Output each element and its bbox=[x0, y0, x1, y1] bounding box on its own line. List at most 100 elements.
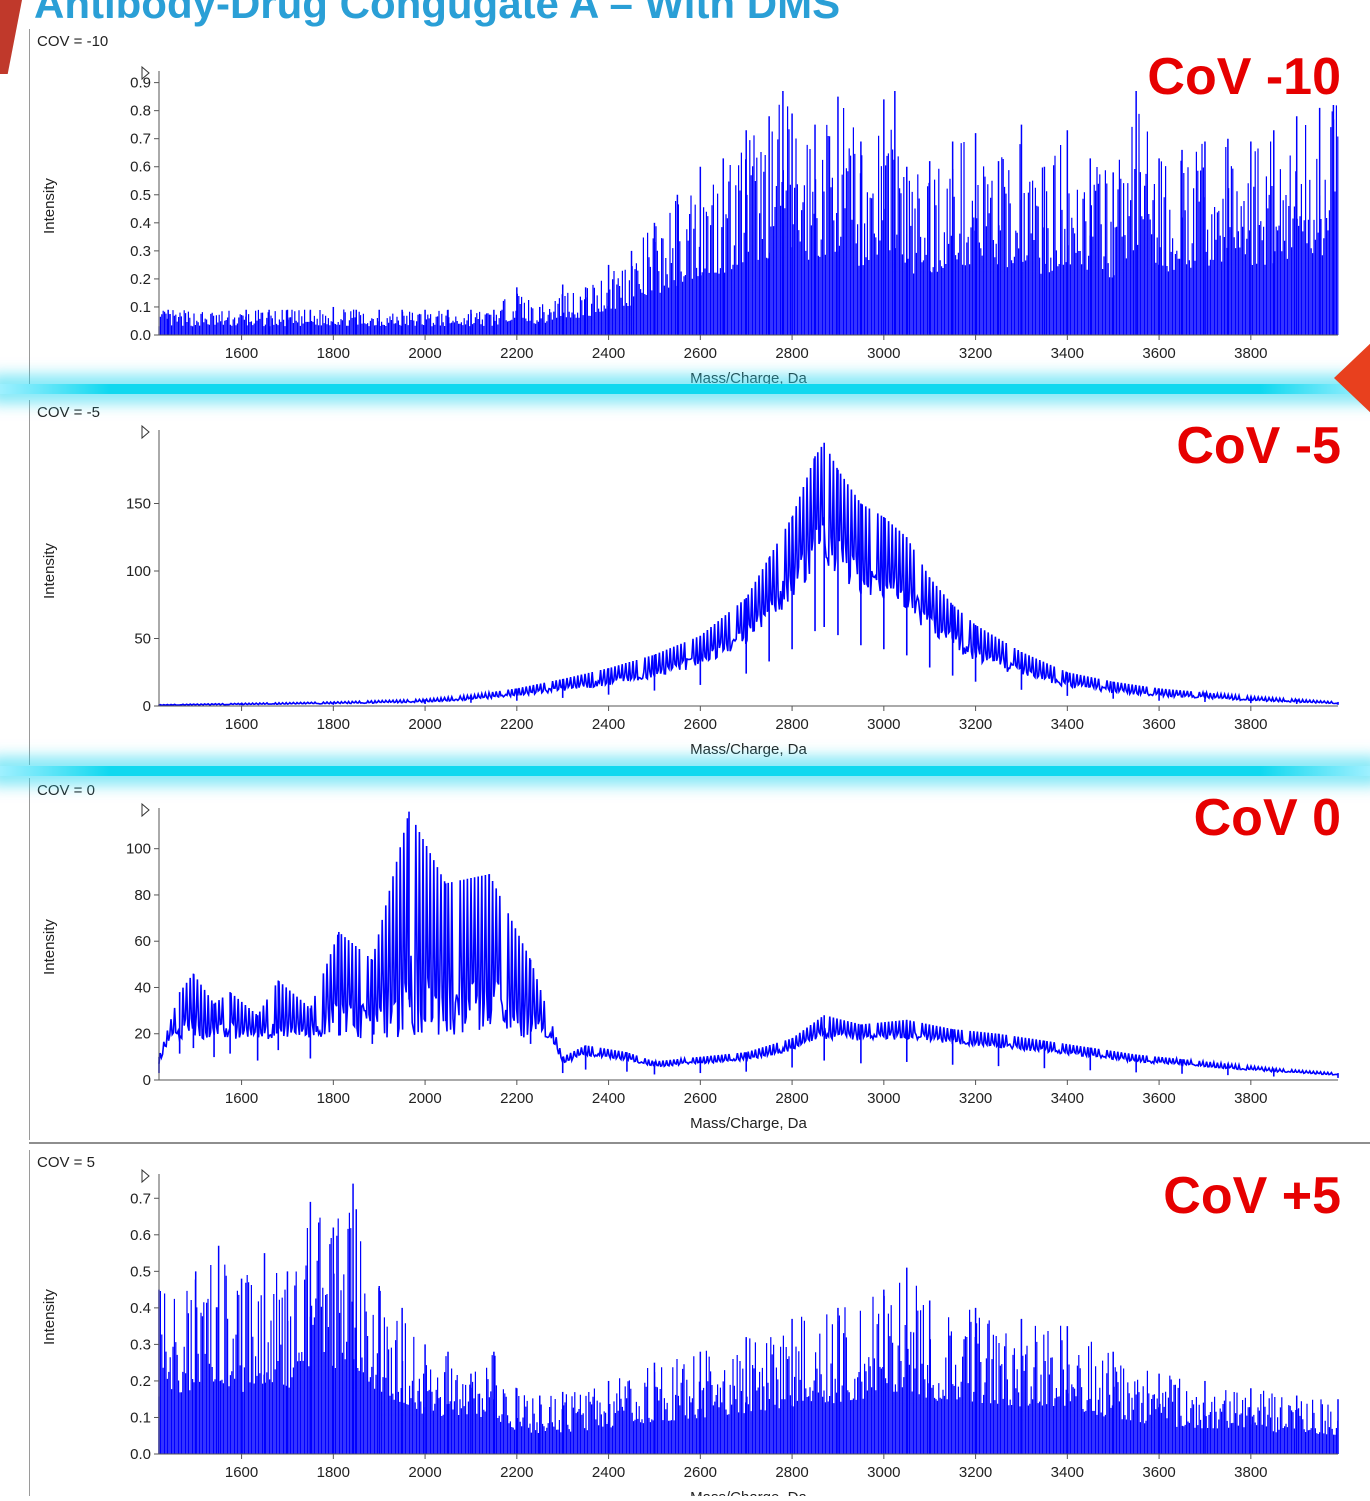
x-tick-label: 2200 bbox=[500, 345, 533, 362]
y-tick-label: 0.7 bbox=[130, 1190, 151, 1207]
y-tick-label: 150 bbox=[126, 496, 151, 513]
red-corner-accent bbox=[0, 0, 22, 74]
spectrum-panel-cov-plus-5: COV = 5 CoV +5 0.0 0.1 0.2 0.3 0.4 0.5 0.6 0.7 1… bbox=[29, 1150, 1370, 1501]
x-tick-label: 1600 bbox=[225, 345, 258, 362]
y-tick-label: 100 bbox=[126, 841, 151, 858]
spectrum-plot: 0 20 40 60 80 100 1600 1800 2000 2200 2400 2600 2800… bbox=[41, 802, 1339, 1132]
y-axis-label: Intensity bbox=[41, 178, 58, 234]
x-tick-label: 2800 bbox=[775, 1090, 808, 1107]
y-axis-label: Intensity bbox=[41, 1289, 58, 1345]
y-tick-label: 0.2 bbox=[130, 1373, 151, 1390]
x-tick-label: 2200 bbox=[500, 1464, 533, 1481]
x-tick-label: 3600 bbox=[1142, 716, 1175, 733]
x-tick-label: 1800 bbox=[317, 716, 350, 733]
x-tick-label: 1800 bbox=[317, 1090, 350, 1107]
cursor-arrow-icon bbox=[141, 1168, 150, 1184]
x-tick-label: 3800 bbox=[1234, 345, 1267, 362]
x-tick-label: 3800 bbox=[1234, 716, 1267, 733]
spectrum-trace bbox=[158, 442, 1339, 707]
x-axis-label: Mass/Charge, Da bbox=[690, 741, 807, 758]
trace-line bbox=[158, 446, 1338, 707]
spectrum-plot: 0.0 0.1 0.2 0.3 0.4 0.5 0.6 0.7 1600 1800 2000 2200… bbox=[41, 1168, 1339, 1501]
trace-noise bbox=[158, 104, 1339, 335]
y-tick-label: 100 bbox=[126, 563, 151, 580]
cursor-arrow-icon bbox=[141, 424, 150, 440]
y-tick-label: 50 bbox=[134, 631, 151, 648]
y-tick-label: 0.6 bbox=[130, 1227, 151, 1244]
y-tick-label: 0.5 bbox=[130, 187, 151, 204]
cursor-arrow-icon bbox=[141, 802, 150, 818]
x-tick-label: 1600 bbox=[225, 1090, 258, 1107]
y-tick-label: 0.2 bbox=[130, 271, 151, 288]
spectrum-panel-cov-minus-10: COV = -10 CoV -10 0.0 0.1 0.2 0.3 0.4 0.5 0.6 0… bbox=[29, 29, 1370, 387]
x-tick-label: 2200 bbox=[500, 716, 533, 733]
panel-divider bbox=[29, 1142, 1370, 1144]
x-tick-label: 3800 bbox=[1234, 1090, 1267, 1107]
x-tick-label: 3000 bbox=[867, 1090, 900, 1107]
y-tick-label: 0.1 bbox=[130, 1409, 151, 1426]
spectrum-plot: 0.0 0.1 0.2 0.3 0.4 0.5 0.6 0.7 0.8 0.9 1600 1800 20… bbox=[41, 65, 1339, 387]
y-tick-label: 0.7 bbox=[130, 131, 151, 148]
x-tick-label: 2600 bbox=[684, 1464, 717, 1481]
x-tick-label: 2000 bbox=[408, 1464, 441, 1481]
panel-label: COV = -10 bbox=[37, 33, 109, 50]
x-tick-label: 2200 bbox=[500, 1090, 533, 1107]
spectrum-trace bbox=[158, 1183, 1339, 1454]
x-tick-label: 3400 bbox=[1051, 1090, 1084, 1107]
spectrum-panel-cov-0: COV = 0 CoV 0 0 20 40 60 80 100 1600 1800 2000 22… bbox=[29, 778, 1370, 1140]
cursor-arrow-icon bbox=[141, 65, 150, 81]
x-tick-label: 3400 bbox=[1051, 345, 1084, 362]
y-tick-label: 0.4 bbox=[130, 1300, 151, 1317]
x-tick-label: 2800 bbox=[775, 1464, 808, 1481]
cov-annotation: CoV +5 bbox=[1163, 1167, 1341, 1225]
x-tick-label: 3000 bbox=[867, 345, 900, 362]
x-tick-label: 1800 bbox=[317, 1464, 350, 1481]
y-tick-label: 0.4 bbox=[130, 215, 151, 232]
panel-divider-glow bbox=[0, 766, 1370, 776]
x-tick-label: 3600 bbox=[1142, 1464, 1175, 1481]
x-tick-label: 2000 bbox=[408, 716, 441, 733]
y-tick-label: 0.1 bbox=[130, 299, 151, 316]
y-tick-label: 0.8 bbox=[130, 103, 151, 120]
y-tick-label: 40 bbox=[134, 979, 151, 996]
x-tick-label: 3200 bbox=[959, 1464, 992, 1481]
x-axis-label: Mass/Charge, Da bbox=[690, 1115, 807, 1132]
spectrum-plot: 0 50 100 150 1600 1800 2000 2200 2400 2600 2800 300… bbox=[41, 424, 1339, 758]
x-tick-label: 3600 bbox=[1142, 345, 1175, 362]
x-tick-label: 2800 bbox=[775, 716, 808, 733]
x-axis-label: Mass/Charge, Da bbox=[690, 1489, 807, 1496]
x-tick-label: 2600 bbox=[684, 716, 717, 733]
x-tick-label: 3000 bbox=[867, 716, 900, 733]
cov-annotation: CoV -5 bbox=[1176, 417, 1341, 475]
x-axis-label: Mass/Charge, Da bbox=[690, 370, 807, 386]
cov-annotation: CoV -10 bbox=[1147, 48, 1341, 106]
y-tick-label: 0.3 bbox=[130, 1336, 151, 1353]
spectrum-trace bbox=[158, 91, 1339, 335]
x-tick-label: 1600 bbox=[225, 716, 258, 733]
x-tick-label: 3800 bbox=[1234, 1464, 1267, 1481]
x-tick-label: 2600 bbox=[684, 345, 717, 362]
x-tick-label: 2800 bbox=[775, 345, 808, 362]
y-tick-label: 0 bbox=[143, 698, 151, 715]
x-tick-label: 1800 bbox=[317, 345, 350, 362]
panel-label: COV = 5 bbox=[37, 1154, 95, 1171]
y-tick-label: 0.0 bbox=[130, 1446, 151, 1463]
x-tick-label: 2400 bbox=[592, 1090, 625, 1107]
y-tick-label: 0.3 bbox=[130, 243, 151, 260]
x-tick-label: 1600 bbox=[225, 1464, 258, 1481]
y-axis-label: Intensity bbox=[41, 919, 58, 975]
x-tick-label: 3600 bbox=[1142, 1090, 1175, 1107]
x-tick-label: 2000 bbox=[408, 345, 441, 362]
cov-annotation: CoV 0 bbox=[1193, 789, 1341, 847]
x-tick-label: 2400 bbox=[592, 1464, 625, 1481]
slide-title: Antibody-Drug Congugate A – With DMS bbox=[34, 0, 841, 27]
x-tick-label: 3200 bbox=[959, 716, 992, 733]
x-tick-label: 2400 bbox=[592, 345, 625, 362]
x-tick-label: 3400 bbox=[1051, 1464, 1084, 1481]
y-tick-label: 60 bbox=[134, 933, 151, 950]
x-tick-label: 3200 bbox=[959, 345, 992, 362]
x-tick-label: 3000 bbox=[867, 1464, 900, 1481]
x-tick-label: 2000 bbox=[408, 1090, 441, 1107]
x-tick-label: 2400 bbox=[592, 716, 625, 733]
panel-label: COV = -5 bbox=[37, 404, 100, 421]
